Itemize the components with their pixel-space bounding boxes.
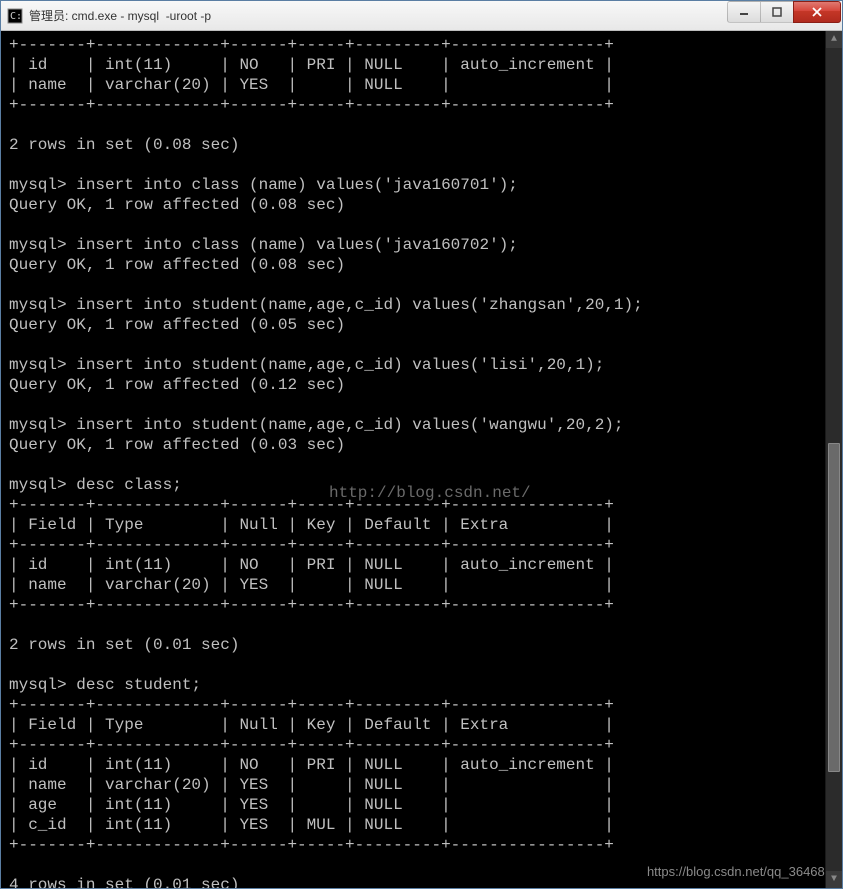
table1-border-bottom: +-------+-------------+------+-----+----… (9, 96, 614, 114)
desc-class-border-0: +-------+-------------+------+-----+----… (9, 496, 614, 514)
desc-student-border-1: +-------+-------------+------+-----+----… (9, 736, 614, 754)
prompt: mysql> (9, 176, 67, 194)
desc-student-border-2: +-------+-------------+------+-----+----… (9, 836, 614, 854)
desc-class-row-0: | id | int(11) | NO | PRI | NULL | auto_… (9, 556, 614, 574)
cmd-desc-class: desc class; (76, 476, 182, 494)
table1-row-0: | id | int(11) | NO | PRI | NULL | auto_… (9, 56, 614, 74)
desc-class-summary: 2 rows in set (0.01 sec) (9, 636, 239, 654)
result-2: Query OK, 1 row affected (0.05 sec) (9, 316, 345, 334)
prompt: mysql> (9, 356, 67, 374)
scroll-thumb[interactable] (828, 443, 840, 772)
desc-class-row-1: | name | varchar(20) | YES | | NULL | | (9, 576, 614, 594)
close-button[interactable] (793, 1, 841, 23)
desc-student-row-3: | c_id | int(11) | YES | MUL | NULL | | (9, 816, 614, 834)
prompt: mysql> (9, 676, 67, 694)
titlebar[interactable]: C: 管理员: cmd.exe - mysql -uroot -p (1, 1, 842, 31)
desc-student-row-2: | age | int(11) | YES | | NULL | | (9, 796, 614, 814)
cmd-3: insert into student(name,age,c_id) value… (76, 356, 604, 374)
cmd-window: C: 管理员: cmd.exe - mysql -uroot -p +-----… (0, 0, 843, 889)
scrollbar[interactable]: ▲ ▼ (825, 31, 842, 888)
table1-row-1: | name | varchar(20) | YES | | NULL | | (9, 76, 614, 94)
result-3: Query OK, 1 row affected (0.12 sec) (9, 376, 345, 394)
prompt: mysql> (9, 416, 67, 434)
desc-student-summary: 4 rows in set (0.01 sec) (9, 876, 239, 888)
window-title: 管理员: cmd.exe - mysql -uroot -p (29, 7, 728, 24)
table1-border-top: +-------+-------------+------+-----+----… (9, 36, 614, 54)
svg-text:C:: C: (10, 11, 22, 22)
result-0: Query OK, 1 row affected (0.08 sec) (9, 196, 345, 214)
desc-student-header: | Field | Type | Null | Key | Default | … (9, 716, 614, 734)
window-buttons (728, 1, 841, 23)
desc-class-border-1: +-------+-------------+------+-----+----… (9, 536, 614, 554)
desc-student-border-0: +-------+-------------+------+-----+----… (9, 696, 614, 714)
terminal-output[interactable]: +-------+-------------+------+-----+----… (1, 31, 842, 888)
desc-class-border-2: +-------+-------------+------+-----+----… (9, 596, 614, 614)
scroll-down-arrow[interactable]: ▼ (826, 871, 842, 888)
desc-student-row-0: | id | int(11) | NO | PRI | NULL | auto_… (9, 756, 614, 774)
desc-class-header: | Field | Type | Null | Key | Default | … (9, 516, 614, 534)
cmd-desc-student: desc student; (76, 676, 201, 694)
result-1: Query OK, 1 row affected (0.08 sec) (9, 256, 345, 274)
cmd-1: insert into class (name) values('java160… (76, 236, 518, 254)
prompt: mysql> (9, 236, 67, 254)
prompt: mysql> (9, 296, 67, 314)
minimize-button[interactable] (727, 1, 761, 23)
watermark-footer: https://blog.csdn.net/qq_364688 (647, 862, 832, 882)
cmd-0: insert into class (name) values('java160… (76, 176, 518, 194)
result-4: Query OK, 1 row affected (0.03 sec) (9, 436, 345, 454)
cmd-4: insert into student(name,age,c_id) value… (76, 416, 623, 434)
maximize-button[interactable] (760, 1, 794, 23)
table1-summary: 2 rows in set (0.08 sec) (9, 136, 239, 154)
desc-student-row-1: | name | varchar(20) | YES | | NULL | | (9, 776, 614, 794)
cmd-icon: C: (7, 8, 23, 24)
prompt: mysql> (9, 476, 67, 494)
scroll-up-arrow[interactable]: ▲ (826, 31, 842, 48)
scroll-track[interactable] (826, 48, 842, 871)
cmd-2: insert into student(name,age,c_id) value… (76, 296, 643, 314)
